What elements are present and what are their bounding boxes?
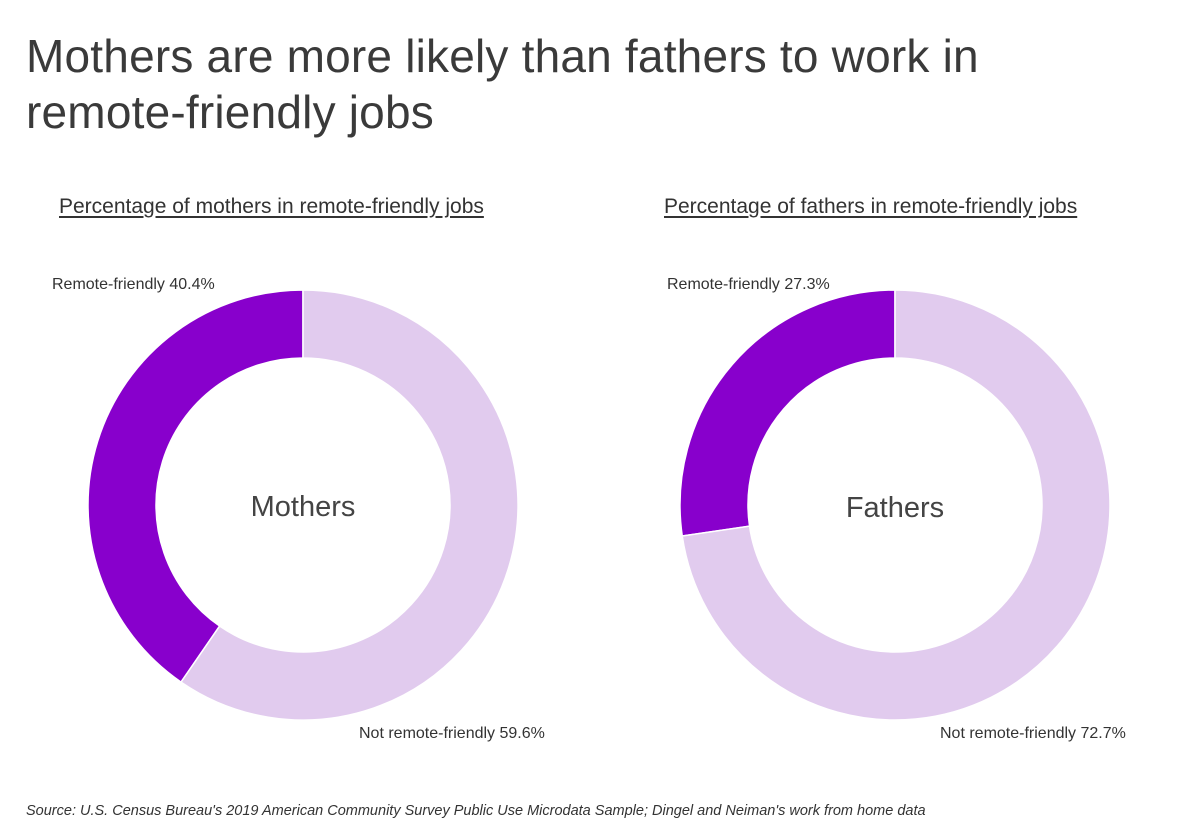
chart-title: Mothers are more likely than fathers to … (26, 30, 979, 138)
fathers-not-remote-friendly-label: Not remote-friendly 72.7% (940, 725, 1126, 742)
fathers-center-label: Fathers (846, 492, 944, 524)
mothers-not-remote-friendly-label: Not remote-friendly 59.6% (359, 725, 545, 742)
mothers-remote-friendly-slice (87, 289, 304, 684)
fathers-chart-panel: Percentage of fathers in remote-friendly… (600, 190, 1200, 760)
fathers-chart-subtitle: Percentage of fathers in remote-friendly… (664, 195, 1078, 218)
mothers-chart-subtitle: Percentage of mothers in remote-friendly… (59, 195, 484, 218)
fathers-remote-friendly-slice (679, 289, 896, 537)
fathers-not-remote-friendly-slice (681, 289, 1111, 721)
fathers-remote-friendly-label: Remote-friendly 27.3% (667, 276, 830, 293)
mothers-donut-chart: Mothers Remote-friendly 40.4% Not remote… (52, 276, 545, 742)
mothers-remote-friendly-label: Remote-friendly 40.4% (52, 276, 215, 293)
source-note: Source: U.S. Census Bureau's 2019 Americ… (26, 803, 926, 819)
mothers-center-label: Mothers (251, 491, 356, 523)
mothers-chart-panel: Percentage of mothers in remote-friendly… (0, 190, 600, 760)
mothers-not-remote-friendly-slice (179, 289, 519, 721)
fathers-donut-chart: Fathers Remote-friendly 27.3% Not remote… (667, 276, 1126, 742)
